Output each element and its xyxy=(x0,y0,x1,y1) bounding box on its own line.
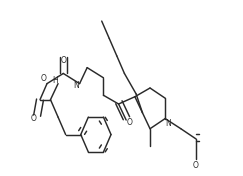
Text: O: O xyxy=(60,56,66,65)
Text: O: O xyxy=(126,118,132,127)
Text: O: O xyxy=(31,114,37,123)
Text: H: H xyxy=(52,76,58,85)
Text: O: O xyxy=(193,161,199,170)
Text: N: N xyxy=(165,119,171,128)
Text: N: N xyxy=(74,81,79,90)
Text: O: O xyxy=(41,74,47,83)
